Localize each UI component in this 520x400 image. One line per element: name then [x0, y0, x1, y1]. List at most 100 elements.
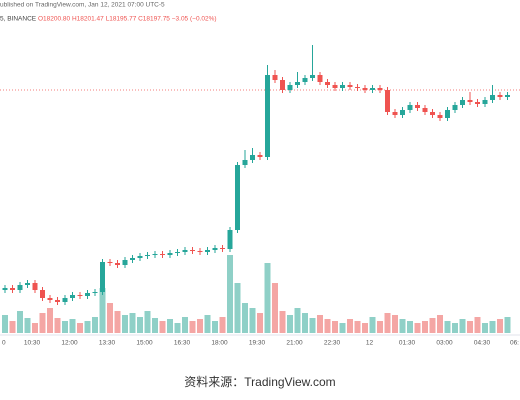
candle-body: [460, 100, 465, 105]
x-tick-label: 03:00: [436, 340, 453, 347]
volume-bar: [294, 308, 301, 333]
volume-bar: [227, 255, 233, 333]
candle-body: [482, 100, 488, 104]
candle-body: [32, 283, 38, 290]
volume-bar: [362, 323, 368, 333]
candle-body: [175, 252, 180, 253]
candle-body: [145, 255, 150, 256]
header-line: ublished on TradingView.com, Jan 12, 202…: [0, 2, 165, 9]
candle-body: [332, 85, 338, 88]
candle-body: [280, 80, 285, 90]
candle-body: [362, 88, 368, 90]
ohlc-text: O18200.80 H18201.47 L18195.77 C18197.75 …: [38, 16, 217, 23]
candle-body: [445, 110, 450, 118]
candle-body: [310, 75, 315, 78]
candle-body: [167, 253, 173, 255]
candle-body: [437, 115, 443, 118]
candle-body: [265, 75, 270, 157]
candle-body: [272, 75, 278, 80]
source: 资料来源：TradingView.com: [184, 375, 335, 389]
volume-bar: [272, 283, 278, 333]
volume-bar: [62, 321, 68, 333]
volume-bar: [497, 319, 503, 333]
candle-body: [250, 155, 255, 160]
volume-bar: [482, 323, 488, 333]
x-tick-label: 06:: [510, 340, 519, 347]
volume-bar: [84, 321, 91, 333]
volume-bar: [99, 288, 106, 333]
candle-body: [152, 254, 158, 255]
volume-bar: [107, 303, 113, 333]
candle-body: [347, 85, 353, 87]
volume-bar: [137, 317, 143, 333]
volume-bar: [17, 311, 23, 333]
x-tick-label: 18:00: [211, 340, 228, 347]
x-tick-label: 01:30: [399, 340, 416, 347]
volume-bar: [317, 315, 323, 333]
candle-body: [10, 288, 15, 290]
candle-body: [107, 262, 113, 263]
x-tick-label: 12: [366, 340, 374, 347]
candle-body: [340, 85, 345, 88]
volume-bar: [474, 317, 481, 333]
volume-bar: [467, 321, 473, 333]
volume-bar: [429, 318, 436, 333]
candle-body: [377, 88, 383, 90]
x-tick-label: 21:00: [286, 340, 303, 347]
volume-bar: [369, 317, 376, 333]
candle-body: [325, 82, 330, 85]
x-tick-label: 04:30: [474, 340, 491, 347]
volume-bar: [114, 311, 121, 333]
volume-bar: [504, 317, 511, 333]
volume-bar: [77, 323, 83, 333]
candle-body: [235, 165, 240, 230]
volume-bar: [452, 323, 458, 333]
candle-body: [430, 112, 435, 115]
candle-body: [415, 105, 420, 108]
candle-body: [100, 262, 105, 292]
volume-bar: [324, 319, 331, 333]
candle-body: [137, 256, 143, 258]
volume-bar: [167, 319, 173, 333]
volume-bar: [354, 321, 361, 333]
volume-bar: [309, 318, 316, 333]
volume-bar: [377, 321, 383, 333]
volume-bar: [437, 315, 443, 333]
candle-body: [212, 248, 218, 250]
candle-body: [302, 78, 308, 82]
volume-bar: [129, 313, 136, 333]
candle-body: [400, 110, 405, 115]
candle-body: [497, 95, 503, 97]
volume-bar: [39, 313, 46, 333]
volume-bar: [174, 323, 181, 333]
volume-bar: [212, 321, 218, 333]
x-tick-label: 12:00: [61, 340, 78, 347]
volume-bar: [152, 318, 158, 333]
candle-body: [92, 292, 98, 293]
candle-body: [370, 88, 375, 90]
volume-bar: [182, 317, 188, 333]
volume-bar: [332, 321, 338, 333]
candle-body: [452, 105, 458, 110]
volume-bar: [144, 311, 151, 333]
volume-bar: [2, 315, 8, 333]
volume-bar: [489, 321, 496, 333]
candle-body: [205, 250, 210, 252]
candle-body: [475, 102, 480, 104]
volume-bar: [384, 313, 391, 333]
volume-bar: [399, 319, 406, 333]
volume-bar: [159, 321, 166, 333]
volume-bar: [414, 323, 421, 333]
volume-bar: [302, 313, 308, 333]
volume-bar: [69, 319, 76, 333]
candle-body: [25, 283, 30, 285]
candle-body: [55, 300, 60, 302]
candle-body: [385, 90, 390, 112]
volume-bar: [264, 263, 271, 333]
candle-body: [227, 230, 233, 249]
volume-bar: [189, 321, 196, 333]
volume-bar: [249, 308, 256, 333]
volume-bar: [197, 319, 203, 333]
